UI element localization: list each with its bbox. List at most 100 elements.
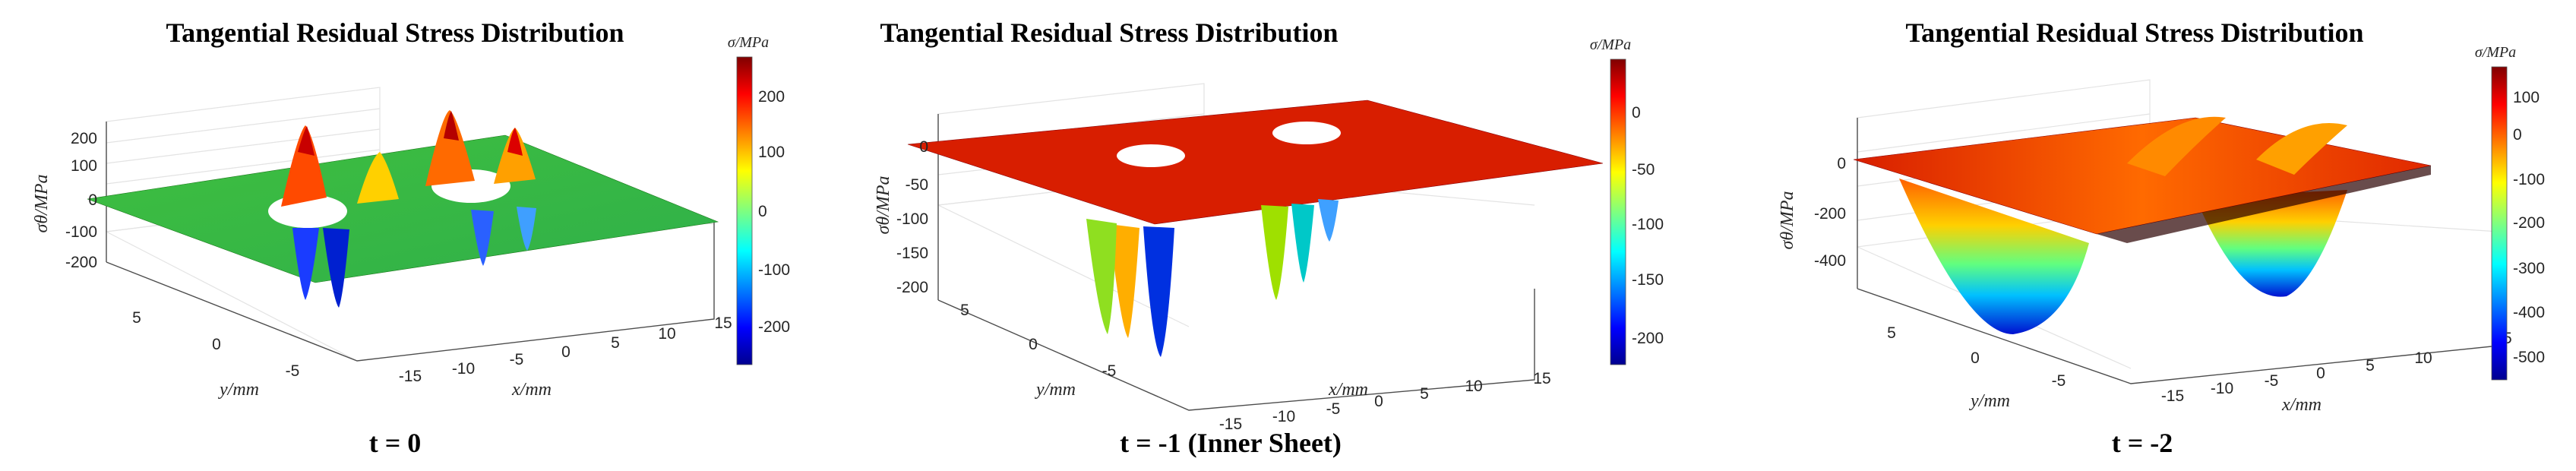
x-ticks: -15 -10 -5 0 5 10 15 xyxy=(399,315,732,385)
z-axis-label: σθ/MPa xyxy=(32,175,52,233)
colorbar-tick: 100 xyxy=(758,144,785,161)
colorbar-tick: 200 xyxy=(758,88,785,106)
x-tick: 5 xyxy=(611,334,620,352)
colorbar-tick: -100 xyxy=(1632,216,1664,233)
z-tick: -200 xyxy=(1814,205,1846,223)
z-tick: -200 xyxy=(65,254,97,271)
colorbar-tick: -200 xyxy=(2513,214,2545,232)
colorbar-tick: -400 xyxy=(2513,304,2545,321)
trough-1 xyxy=(1109,224,1139,338)
z-tick: 0 xyxy=(88,191,97,209)
chart-title: Tangential Residual Stress Distribution xyxy=(1905,17,2363,48)
trough-3 xyxy=(1086,219,1117,334)
z-ticks: 0 -200 -400 xyxy=(1814,155,1846,270)
trough-1 xyxy=(292,228,319,300)
z-tick: 0 xyxy=(1837,155,1846,172)
y-tick: -5 xyxy=(286,362,300,380)
x-tick: -10 xyxy=(452,360,475,378)
trough-2 xyxy=(323,228,349,308)
z-tick: -100 xyxy=(65,223,97,241)
colorbar xyxy=(1610,58,1626,365)
y-ticks: 5 0 -5 xyxy=(132,309,299,380)
colorbar-label: σ/MPa xyxy=(2475,44,2516,61)
colorbar-ticks: 0 -50 -100 -150 -200 xyxy=(1632,104,1664,347)
y-tick: 5 xyxy=(132,309,141,327)
z-tick: 200 xyxy=(71,130,97,147)
trough-5 xyxy=(1291,204,1314,283)
colorbar-tick: -200 xyxy=(758,318,790,336)
y-tick: -5 xyxy=(2052,372,2066,390)
x-tick: 0 xyxy=(561,343,571,361)
z-axis-label: σθ/MPa xyxy=(1778,191,1797,250)
panel-caption: t = 0 xyxy=(369,428,422,458)
stress-surface xyxy=(87,134,719,283)
z-tick: -150 xyxy=(896,245,928,262)
x-tick: -5 xyxy=(2265,372,2279,390)
z-ticks: 0 -50 -100 -150 -200 xyxy=(896,138,928,296)
colorbar-tick: -50 xyxy=(1632,161,1655,179)
y-tick: 0 xyxy=(1029,336,1038,353)
colorbar-tick: -200 xyxy=(1632,330,1664,347)
x-tick: 10 xyxy=(2414,349,2432,367)
x-tick: -5 xyxy=(510,351,524,368)
y-ticks: 5 0 -5 xyxy=(1887,324,2066,390)
x-axis-label: x/mm xyxy=(1328,380,1368,400)
x-tick: -15 xyxy=(1219,416,1242,433)
y-axis-label: y/mm xyxy=(218,380,259,400)
y-axis-label: y/mm xyxy=(1969,391,2010,411)
peak-2 xyxy=(357,152,399,204)
trough-left xyxy=(1899,179,2089,334)
trough-4 xyxy=(517,207,536,251)
trough-4 xyxy=(1261,205,1288,300)
chart-title: Tangential Residual Stress Distribution xyxy=(166,17,624,48)
x-tick: 5 xyxy=(1420,385,1429,403)
colorbar-tick: 0 xyxy=(1632,104,1641,122)
colorbar-tick: 0 xyxy=(2513,126,2522,144)
chart-svg-3: Tangential Residual Stress Distribution … xyxy=(1778,17,2545,458)
colorbar-label: σ/MPa xyxy=(1590,36,1631,53)
chart-panel-3: Tangential Residual Stress Distribution … xyxy=(1770,0,2575,471)
x-tick: -10 xyxy=(2211,380,2233,397)
hole-left xyxy=(1117,144,1185,167)
y-tick: 0 xyxy=(212,336,221,353)
panel-caption: t = -2 xyxy=(2112,428,2173,458)
x-tick: -10 xyxy=(1272,408,1295,425)
x-tick: 15 xyxy=(1533,370,1550,387)
peak-3 xyxy=(425,110,475,186)
y-tick: -5 xyxy=(1102,362,1117,380)
colorbar-tick: 100 xyxy=(2513,89,2540,106)
x-tick: 0 xyxy=(2316,365,2325,382)
x-ticks: -15 -10 -5 0 5 10 15 xyxy=(1219,370,1551,433)
colorbar xyxy=(2491,66,2508,381)
colorbar-tick: -100 xyxy=(2513,171,2545,188)
chart-svg-1: Tangential Residual Stress Distribution … xyxy=(32,17,790,458)
x-tick: -5 xyxy=(1326,400,1341,418)
x-tick: 5 xyxy=(2366,357,2375,375)
stress-surface xyxy=(907,100,1604,225)
x-tick: -15 xyxy=(399,368,422,385)
x-tick: 10 xyxy=(658,325,675,343)
trough-6 xyxy=(1318,199,1339,242)
x-axis-label: x/mm xyxy=(511,380,552,400)
chart-svg-2: Tangential Residual Stress Distribution … xyxy=(874,17,1664,458)
z-tick: 100 xyxy=(71,157,97,175)
x-tick: 15 xyxy=(714,315,732,332)
peak-1 xyxy=(2127,116,2226,176)
panel-caption: t = -1 (Inner Sheet) xyxy=(1120,428,1342,458)
z-ticks: 200 100 0 -100 -200 xyxy=(65,130,97,271)
z-tick: -200 xyxy=(896,279,928,296)
y-tick: 0 xyxy=(1971,349,1980,367)
y-ticks: 5 0 -5 xyxy=(960,302,1116,380)
z-tick: -400 xyxy=(1814,252,1846,270)
colorbar-tick: -100 xyxy=(758,261,790,279)
colorbar-ticks: 200 100 0 -100 -200 xyxy=(758,88,790,336)
colorbar-tick: 0 xyxy=(758,203,767,220)
chart-panel-1: Tangential Residual Stress Distribution … xyxy=(0,0,858,471)
x-ticks: -15 -10 -5 0 5 10 15 xyxy=(2161,330,2512,405)
trough-2 xyxy=(1143,226,1174,357)
peak-2 xyxy=(2256,123,2347,175)
y-tick: 5 xyxy=(1887,324,1896,342)
x-tick: 10 xyxy=(1465,378,1482,395)
hole-right xyxy=(1272,122,1341,144)
trough-3 xyxy=(471,210,494,266)
